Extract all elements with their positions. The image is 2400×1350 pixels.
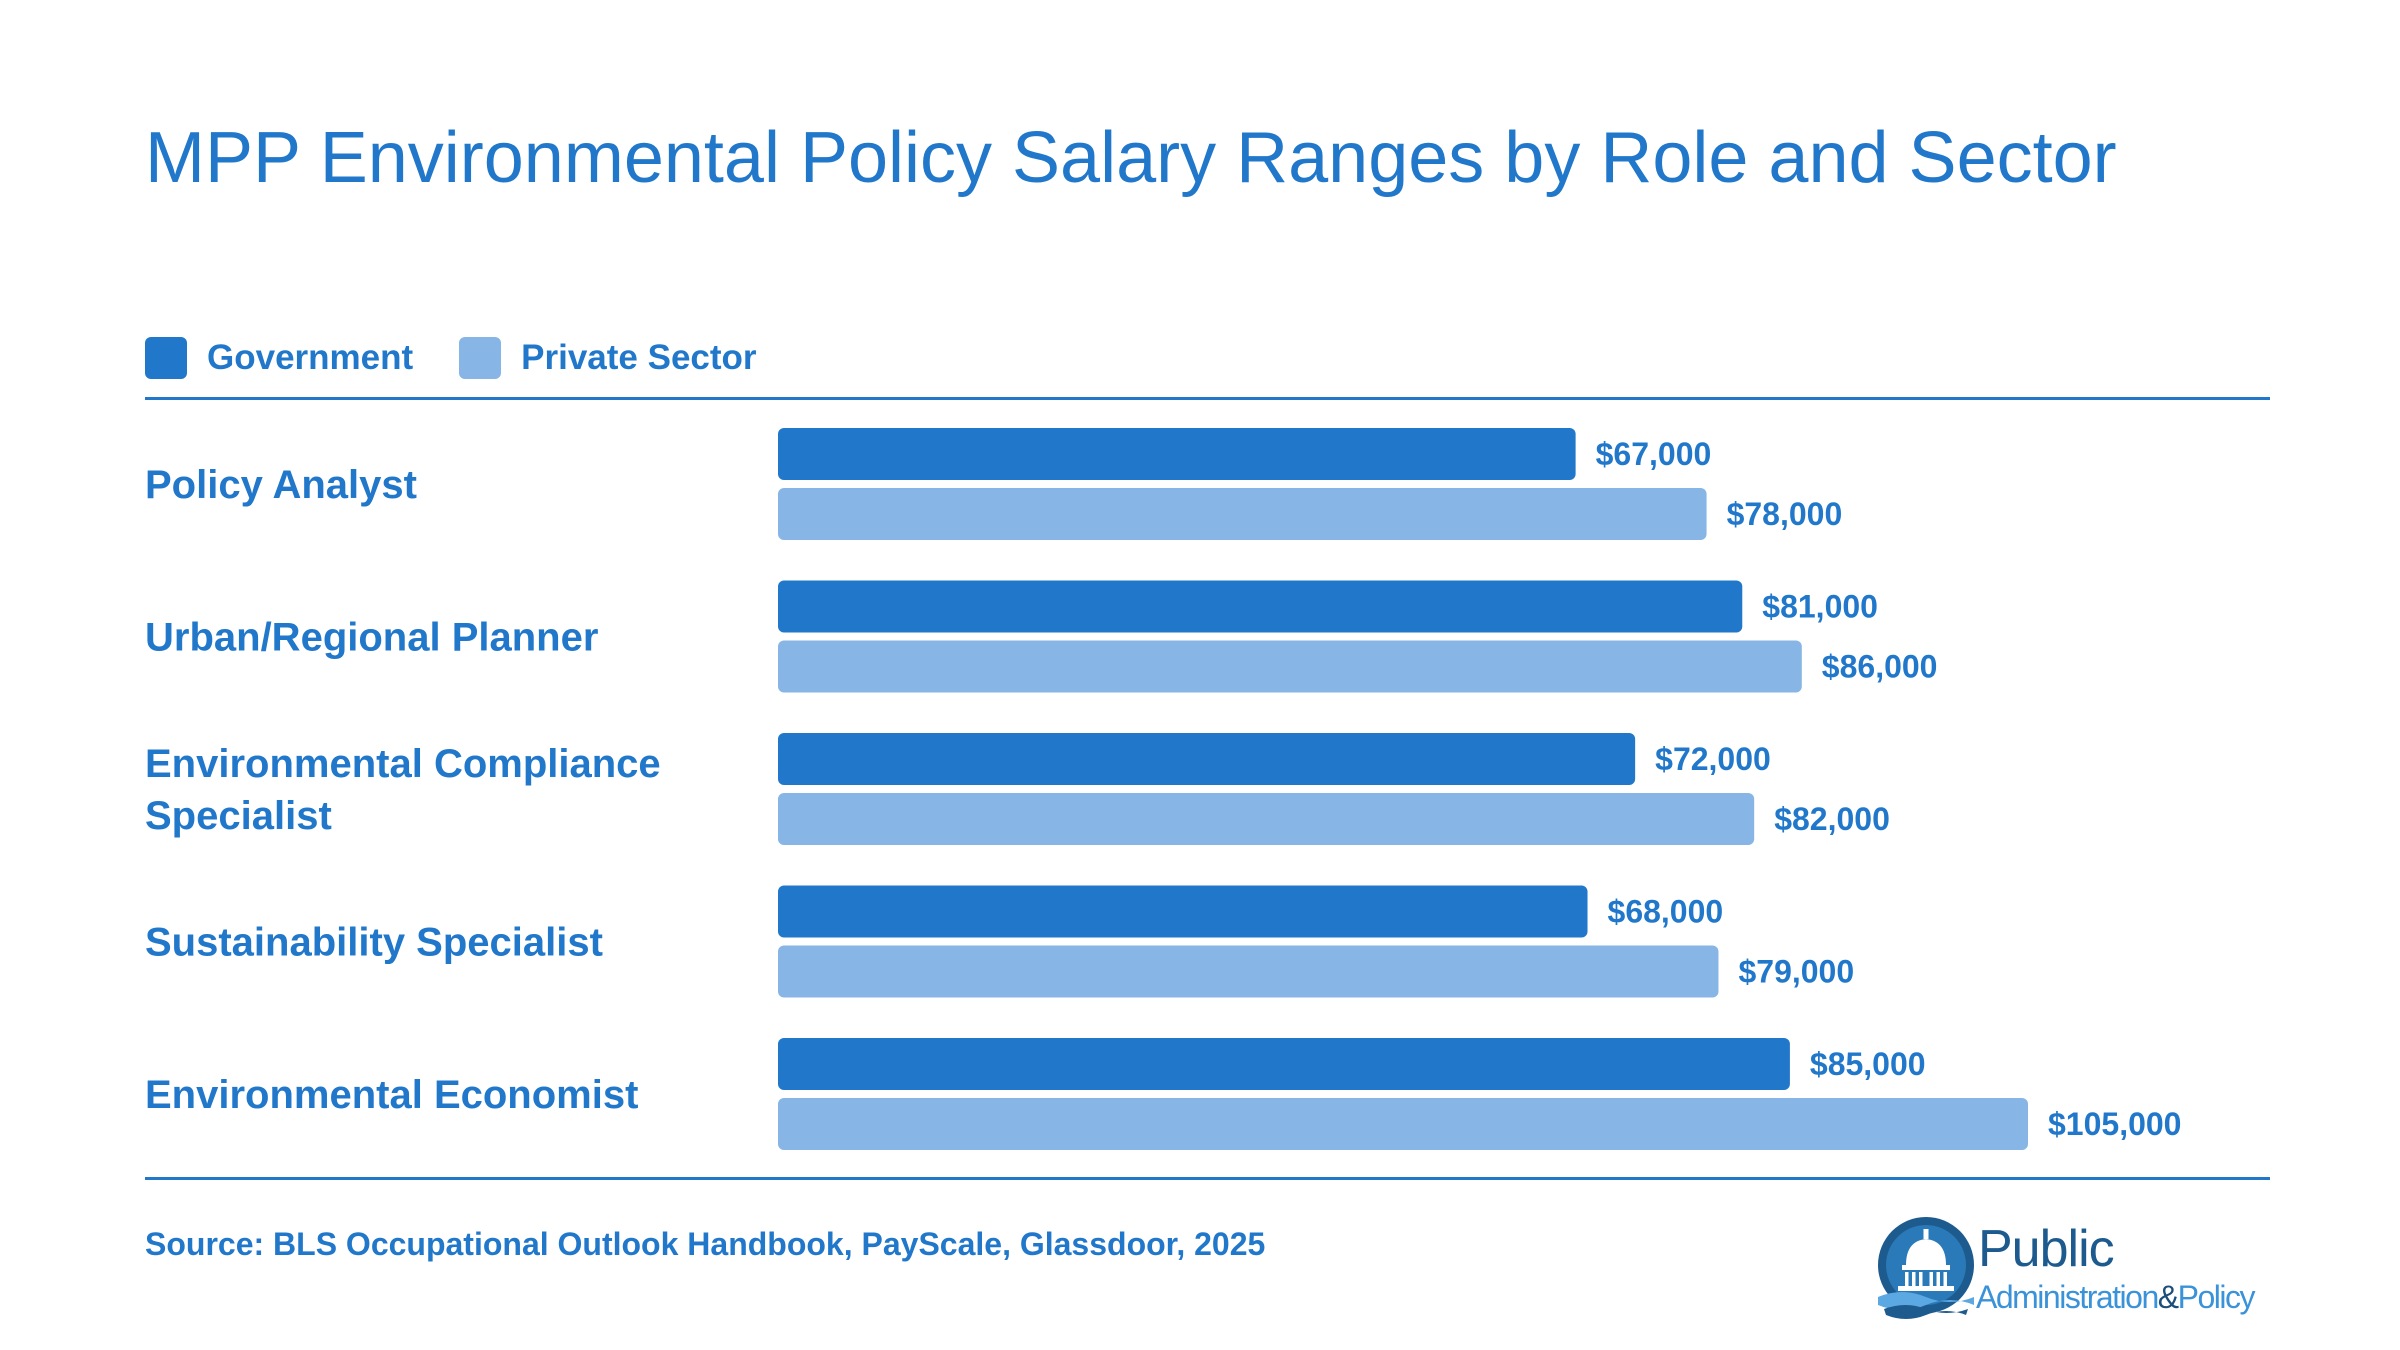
bar-private-sector-urban-regional-planner [778,640,1802,693]
value-label-private-sector-environmental-economist: $105,000 [2048,1106,2181,1142]
legend-item-private-sector: Private Sector [459,337,757,379]
source-note: Source: BLS Occupational Outlook Handboo… [145,1226,1266,1262]
category-label-environmental-compliance-specialist: Environmental Compliance Specialist [145,742,661,838]
logo-text-administration: Administration [1976,1279,2159,1315]
top-divider [145,397,2270,400]
value-label-private-sector-sustainability-specialist: $79,000 [1738,954,1854,990]
publisher-logo: Public Administration&Policy [1876,1215,2266,1323]
bar-government-policy-analyst [778,428,1576,480]
category-label-urban-regional-planner: Urban/Regional Planner [145,616,598,660]
bar-government-urban-regional-planner [778,580,1743,633]
logo-text-ampersand: & [2157,1279,2179,1315]
legend-label-private-sector: Private Sector [521,338,757,377]
value-label-government-environmental-economist: $85,000 [1810,1046,1926,1082]
category-label-policy-analyst: Policy Analyst [145,463,417,507]
legend-item-government: Government [145,337,413,379]
legend-label-government: Government [207,338,414,377]
bar-private-sector-policy-analyst [778,488,1707,540]
logo-text-policy: Policy [2177,1279,2256,1315]
logo-text-subtitle: Administration&Policy [1976,1279,2256,1316]
value-label-government-policy-analyst: $67,000 [1596,436,1712,472]
capitol-dome-icon [1878,1217,1974,1319]
value-label-private-sector-urban-regional-planner: $86,000 [1822,649,1938,685]
category-label-sustainability-specialist: Sustainability Specialist [145,921,603,965]
page-title: MPP Environmental Policy Salary Ranges b… [145,118,2117,198]
salary-bar-chart: Policy Analyst $67,000 $78,000 Urban/Region… [145,428,2181,1150]
logo-text-public: Public [1978,1220,2115,1278]
bar-private-sector-sustainability-specialist [778,945,1719,998]
value-label-government-sustainability-specialist: $68,000 [1608,894,1724,930]
value-label-government-environmental-compliance-specialist: $72,000 [1655,741,1771,777]
value-label-private-sector-environmental-compliance-specialist: $82,000 [1774,801,1890,837]
category-label-environmental-economist: Environmental Economist [145,1073,638,1117]
bar-government-sustainability-specialist [778,885,1588,938]
legend-swatch-government [145,337,187,379]
bottom-divider [145,1177,2270,1180]
bar-government-environmental-economist [778,1038,1790,1090]
bar-private-sector-environmental-compliance-specialist [778,793,1755,845]
bar-private-sector-environmental-economist [778,1098,2028,1150]
value-label-government-urban-regional-planner: $81,000 [1762,589,1878,625]
value-label-private-sector-policy-analyst: $78,000 [1727,496,1843,532]
legend-swatch-private-sector [459,337,502,379]
legend: Government Private Sector [145,334,803,382]
bar-government-environmental-compliance-specialist [778,733,1636,785]
